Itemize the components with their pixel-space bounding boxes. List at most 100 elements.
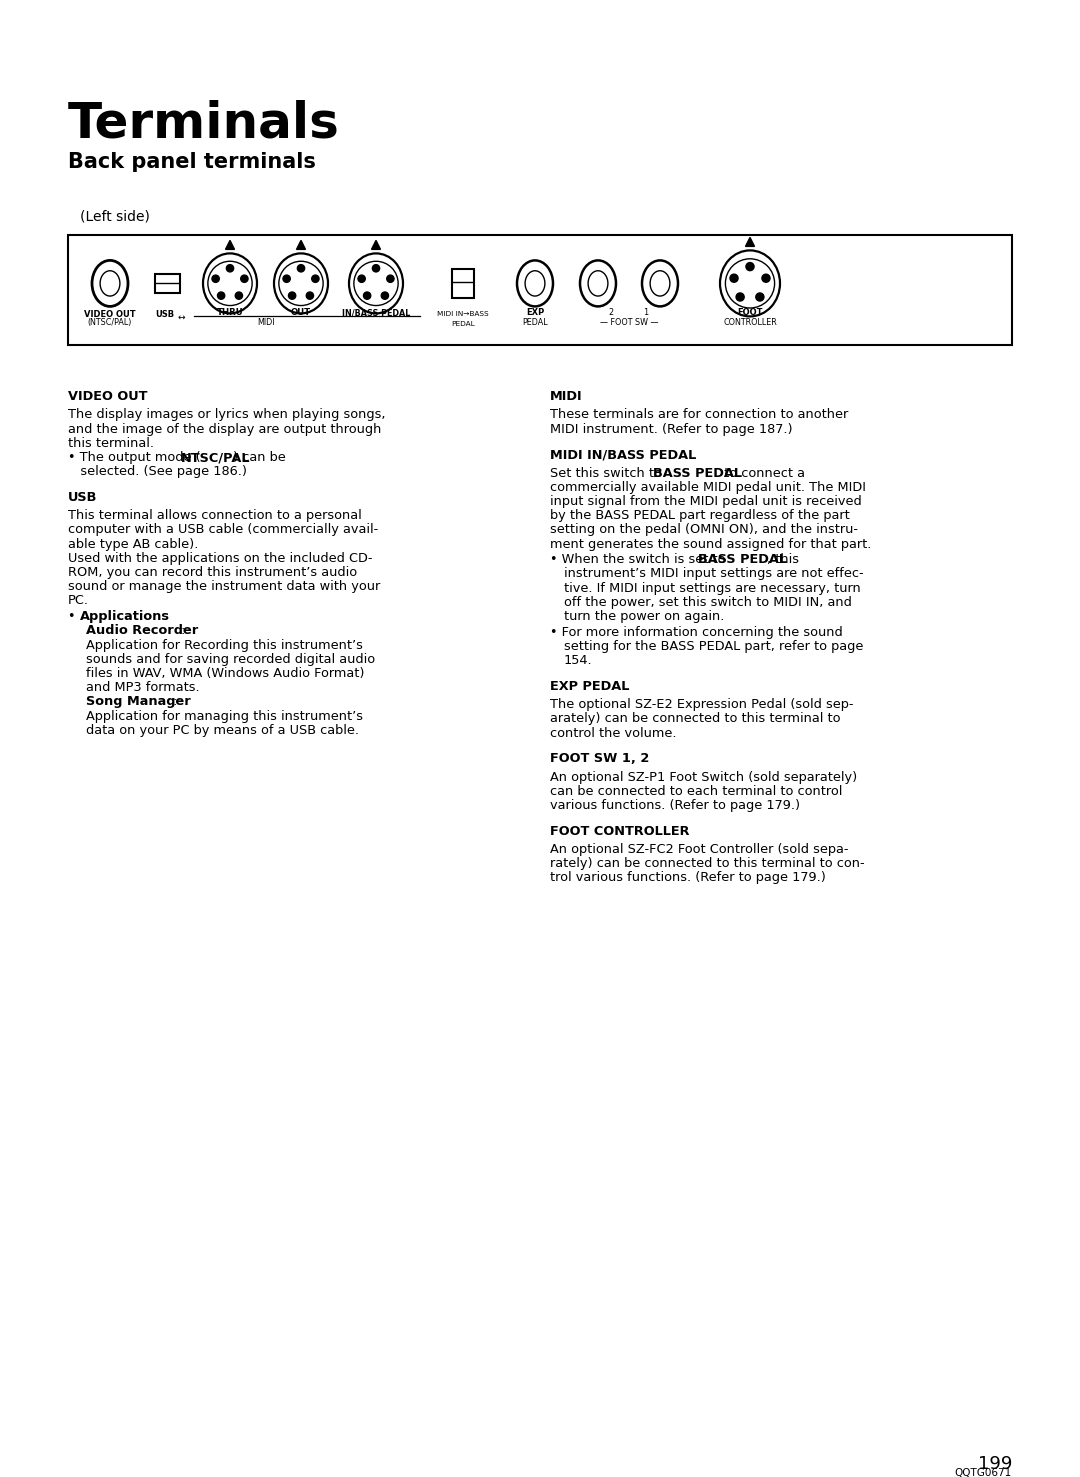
Text: • The output mode (: • The output mode ( [68,450,201,464]
Text: ment generates the sound assigned for that part.: ment generates the sound assigned for th… [550,538,872,551]
Text: CONTROLLER: CONTROLLER [724,318,777,326]
Polygon shape [745,238,755,247]
Circle shape [288,292,296,300]
Text: FOOT SW 1, 2: FOOT SW 1, 2 [550,752,649,765]
Text: :: : [173,696,177,709]
Text: VIDEO OUT: VIDEO OUT [84,310,136,319]
Text: ) can be: ) can be [233,450,286,464]
Text: ROM, you can record this instrument’s audio: ROM, you can record this instrument’s au… [68,566,357,579]
Text: An optional SZ-FC2 Foot Controller (sold sepa-: An optional SZ-FC2 Foot Controller (sold… [550,843,849,857]
Text: sound or manage the instrument data with your: sound or manage the instrument data with… [68,580,380,594]
Text: PC.: PC. [68,594,89,607]
Text: This terminal allows connection to a personal: This terminal allows connection to a per… [68,510,362,523]
Polygon shape [372,241,380,250]
Bar [154,273,179,292]
Text: FOOT: FOOT [738,309,762,318]
Text: VIDEO OUT: VIDEO OUT [68,390,148,403]
Bar [68,235,1012,346]
Text: Applications: Applications [80,610,170,623]
Text: MIDI IN→BASS: MIDI IN→BASS [437,312,489,318]
Circle shape [312,275,319,282]
Text: off the power, set this switch to MIDI IN, and: off the power, set this switch to MIDI I… [564,595,852,609]
Text: USB: USB [156,310,175,319]
Circle shape [381,292,389,300]
Circle shape [283,275,291,282]
Polygon shape [226,241,234,250]
Text: able type AB cable).: able type AB cable). [68,538,199,551]
Text: BASS PEDAL: BASS PEDAL [653,467,742,480]
Text: An optional SZ-P1 Foot Switch (sold separately): An optional SZ-P1 Foot Switch (sold sepa… [550,771,858,784]
Text: Song Manager: Song Manager [86,696,191,709]
Text: commercially available MIDI pedal unit. The MIDI: commercially available MIDI pedal unit. … [550,482,866,493]
Text: tive. If MIDI input settings are necessary, turn: tive. If MIDI input settings are necessa… [564,582,861,595]
Text: rately) can be connected to this terminal to con-: rately) can be connected to this termina… [550,857,865,870]
Text: Back panel terminals: Back panel terminals [68,152,315,171]
Text: EXP PEDAL: EXP PEDAL [550,679,630,693]
Text: MIDI instrument. (Refer to page 187.): MIDI instrument. (Refer to page 187.) [550,422,793,436]
Text: — FOOT SW —: — FOOT SW — [599,318,658,326]
Text: Terminals: Terminals [68,100,340,148]
Circle shape [373,264,380,272]
Text: various functions. (Refer to page 179.): various functions. (Refer to page 179.) [550,799,800,812]
Circle shape [730,275,738,282]
Text: sounds and for saving recorded digital audio: sounds and for saving recorded digital a… [86,653,375,666]
Text: PEDAL: PEDAL [523,318,548,326]
Text: The optional SZ-E2 Expression Pedal (sold sep-: The optional SZ-E2 Expression Pedal (sol… [550,699,853,710]
Circle shape [756,292,764,301]
Text: Used with the applications on the included CD-: Used with the applications on the includ… [68,552,373,564]
Circle shape [746,263,754,270]
Text: FOOT CONTROLLER: FOOT CONTROLLER [550,824,689,837]
Polygon shape [297,241,306,250]
Circle shape [235,292,243,300]
Text: :: : [180,625,185,637]
Text: , this: , this [767,554,799,566]
Text: OUT: OUT [291,309,311,318]
Text: and MP3 formats.: and MP3 formats. [86,681,200,694]
Text: computer with a USB cable (commercially avail-: computer with a USB cable (commercially … [68,523,378,536]
Text: THRU: THRU [217,309,243,318]
Circle shape [761,275,770,282]
Text: by the BASS PEDAL part regardless of the part: by the BASS PEDAL part regardless of the… [550,510,850,523]
Circle shape [364,292,370,300]
Text: selected. (See page 186.): selected. (See page 186.) [68,465,247,479]
Circle shape [227,264,233,272]
Text: NTSC/PAL: NTSC/PAL [181,450,251,464]
Circle shape [212,275,219,282]
Text: arately) can be connected to this terminal to: arately) can be connected to this termin… [550,712,840,725]
Text: PEDAL: PEDAL [451,321,475,326]
Text: ↔: ↔ [177,313,185,322]
Text: can be connected to each terminal to control: can be connected to each terminal to con… [550,784,842,798]
Circle shape [387,275,394,282]
Text: turn the power on again.: turn the power on again. [564,610,725,623]
Text: EXP: EXP [526,309,544,318]
Text: 2            1: 2 1 [609,309,649,318]
Text: •: • [68,610,80,623]
Text: MIDI: MIDI [550,390,582,403]
Text: this terminal.: this terminal. [68,437,154,450]
Bar [453,269,474,298]
Circle shape [357,275,365,282]
Text: control the volume.: control the volume. [550,727,676,740]
Text: files in WAV, WMA (Windows Audio Format): files in WAV, WMA (Windows Audio Format) [86,668,365,679]
Circle shape [217,292,225,300]
Text: BASS PEDAL: BASS PEDAL [698,554,787,566]
Text: MIDI: MIDI [257,318,274,326]
Text: setting for the BASS PEDAL part, refer to page: setting for the BASS PEDAL part, refer t… [564,640,863,653]
Text: instrument’s MIDI input settings are not effec-: instrument’s MIDI input settings are not… [564,567,864,580]
Text: 199: 199 [977,1455,1012,1473]
Text: (NTSC/PAL): (NTSC/PAL) [87,318,132,326]
Text: data on your PC by means of a USB cable.: data on your PC by means of a USB cable. [86,724,359,737]
Text: input signal from the MIDI pedal unit is received: input signal from the MIDI pedal unit is… [550,495,862,508]
Text: • For more information concerning the sound: • For more information concerning the so… [550,626,842,638]
Text: Application for Recording this instrument’s: Application for Recording this instrumen… [86,638,363,651]
Text: to connect a: to connect a [720,467,805,480]
Text: Set this switch to: Set this switch to [550,467,666,480]
Text: MIDI IN/BASS PEDAL: MIDI IN/BASS PEDAL [550,448,697,461]
Text: trol various functions. (Refer to page 179.): trol various functions. (Refer to page 1… [550,871,826,885]
Text: IN/BASS PEDAL: IN/BASS PEDAL [341,309,410,318]
Circle shape [241,275,248,282]
Text: and the image of the display are output through: and the image of the display are output … [68,422,381,436]
Text: These terminals are for connection to another: These terminals are for connection to an… [550,409,848,421]
Text: (Left side): (Left side) [80,210,150,225]
Circle shape [297,264,305,272]
